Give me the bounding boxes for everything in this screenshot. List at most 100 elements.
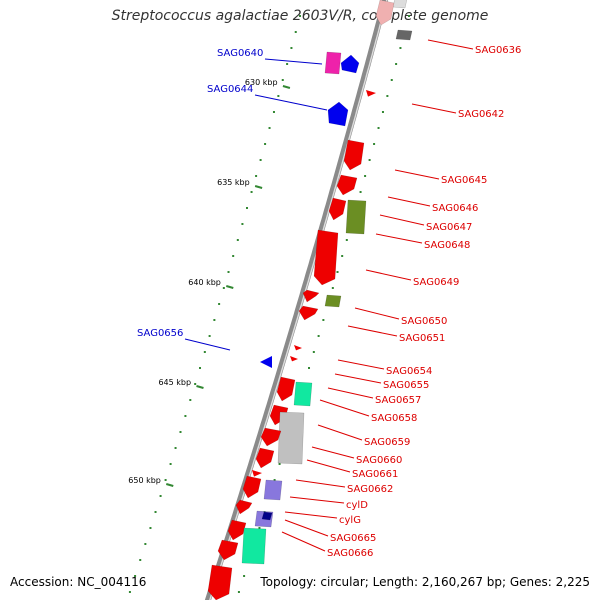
leader-line (427, 39, 474, 50)
gene-label: SAG0648 (424, 240, 470, 251)
tick-dot-inner (134, 575, 137, 577)
leader-line (311, 446, 355, 459)
tick-dot-outer (373, 143, 376, 145)
gene-glyph-cylg-a (235, 499, 253, 515)
gene-label: SAG0660 (356, 455, 402, 466)
tick-dot-inner (227, 271, 230, 273)
gene-glyph-sag0666b (217, 539, 239, 561)
tick-dot-inner (218, 303, 221, 305)
tick-dot-outer (408, 15, 411, 17)
leader-line (264, 58, 323, 65)
tick-dot-outer (390, 79, 393, 81)
gene-glyph-cyld (263, 479, 283, 501)
tick-dot-inner (149, 527, 152, 529)
gene-label: SAG0665 (330, 533, 376, 544)
leader-line (317, 424, 363, 441)
tick-dot-inner (290, 47, 293, 49)
tick-label: 645 kbp (158, 378, 191, 387)
tick-dot-outer (336, 271, 339, 273)
gene-glyph-sag0662 (252, 470, 262, 477)
tick-dot-inner (294, 31, 297, 33)
gene-glyph-sag0662b (242, 475, 262, 499)
gene-label: SAG0642 (458, 109, 504, 120)
leader-line (394, 169, 440, 180)
gene-label: SAG0658 (371, 413, 417, 424)
gene-label: SAG0646 (432, 203, 478, 214)
gene-glyph-sag0640-b (340, 54, 360, 74)
tick-dot-inner (174, 447, 177, 449)
tick-dot-inner (259, 159, 262, 161)
gene-glyph-sag0650 (324, 294, 342, 308)
gene-glyph-sag0646 (336, 174, 358, 196)
tick-dot-inner (194, 383, 197, 385)
gene-label: SAG0657 (375, 395, 421, 406)
tick-dot-inner (154, 511, 157, 513)
leader-line (306, 459, 351, 473)
gene-glyph-sag0648a (328, 197, 347, 221)
tick-dot-outer (312, 351, 315, 353)
leader-line (337, 359, 385, 370)
tick-dot-inner (268, 127, 271, 129)
tick-dot-inner (299, 15, 302, 17)
gene-glyph-sag0650a (302, 289, 320, 303)
gene-glyph-sag0655 (290, 356, 298, 362)
tick-dot-outer (345, 239, 348, 241)
tick-label: 650 kbp (128, 476, 161, 485)
tick-dot-outer (258, 527, 261, 529)
tick-dot-inner (139, 559, 142, 561)
tick-dot-outer (368, 159, 371, 161)
tick-dot-inner (255, 175, 258, 177)
tick-dot-outer (399, 47, 402, 49)
leader-line (284, 519, 329, 537)
gene-label: SAG0649 (413, 277, 459, 288)
gene-label: cylG (339, 515, 361, 526)
gene-label: SAG0645 (441, 175, 487, 186)
tick-dot-inner (169, 463, 172, 465)
tick-dot-outer (243, 575, 246, 577)
gene-glyph-sag0644 (327, 101, 349, 127)
gene-glyph-sag0651 (298, 305, 319, 321)
tick-major (166, 483, 174, 487)
tick-dot-inner (128, 591, 131, 593)
gene-label: SAG0644 (207, 84, 253, 95)
tick-dot-outer (308, 367, 311, 369)
tick-dot-inner (203, 351, 206, 353)
tick-dot-outer (237, 591, 240, 593)
tick-dot-outer (395, 63, 398, 65)
gene-glyph-sag0661 (255, 447, 275, 469)
leader-line (327, 387, 374, 399)
tick-dot-outer (322, 319, 325, 321)
tick-major (196, 385, 204, 389)
gene-glyph-sag0659 (277, 411, 305, 465)
leader-line (184, 338, 231, 351)
tick-dot-inner (277, 95, 280, 97)
tick-dot-outer (278, 463, 281, 465)
gene-glyph-sag0640 (324, 51, 342, 75)
tick-dot-inner (281, 79, 284, 81)
gene-label: SAG0666 (327, 548, 373, 559)
tick-dot-inner (250, 191, 253, 193)
gene-label: SAG0662 (347, 484, 393, 495)
tick-label: 640 kbp (188, 278, 221, 287)
gene-label: SAG0661 (352, 469, 398, 480)
gene-glyph-sag0657 (293, 381, 313, 407)
tick-dot-outer (317, 335, 320, 337)
tick-dot-inner (236, 239, 239, 241)
leader-line (334, 373, 382, 384)
tick-dot-inner (232, 255, 235, 257)
tick-dot-outer (359, 191, 362, 193)
leader-line (379, 214, 425, 226)
gene-label: SAG0647 (426, 222, 472, 233)
gene-label: SAG0636 (475, 45, 521, 56)
gene-label: SAG0640 (217, 48, 263, 59)
tick-major (254, 185, 263, 189)
leader-line (289, 496, 345, 504)
tick-dot-inner (144, 543, 147, 545)
leader-line (347, 325, 398, 337)
tick-dot-inner (184, 415, 187, 417)
tick-dot-inner (286, 63, 289, 65)
tick-dot-inner (241, 223, 244, 225)
gene-glyph-sag0656 (260, 356, 272, 368)
tick-dot-outer (386, 95, 389, 97)
